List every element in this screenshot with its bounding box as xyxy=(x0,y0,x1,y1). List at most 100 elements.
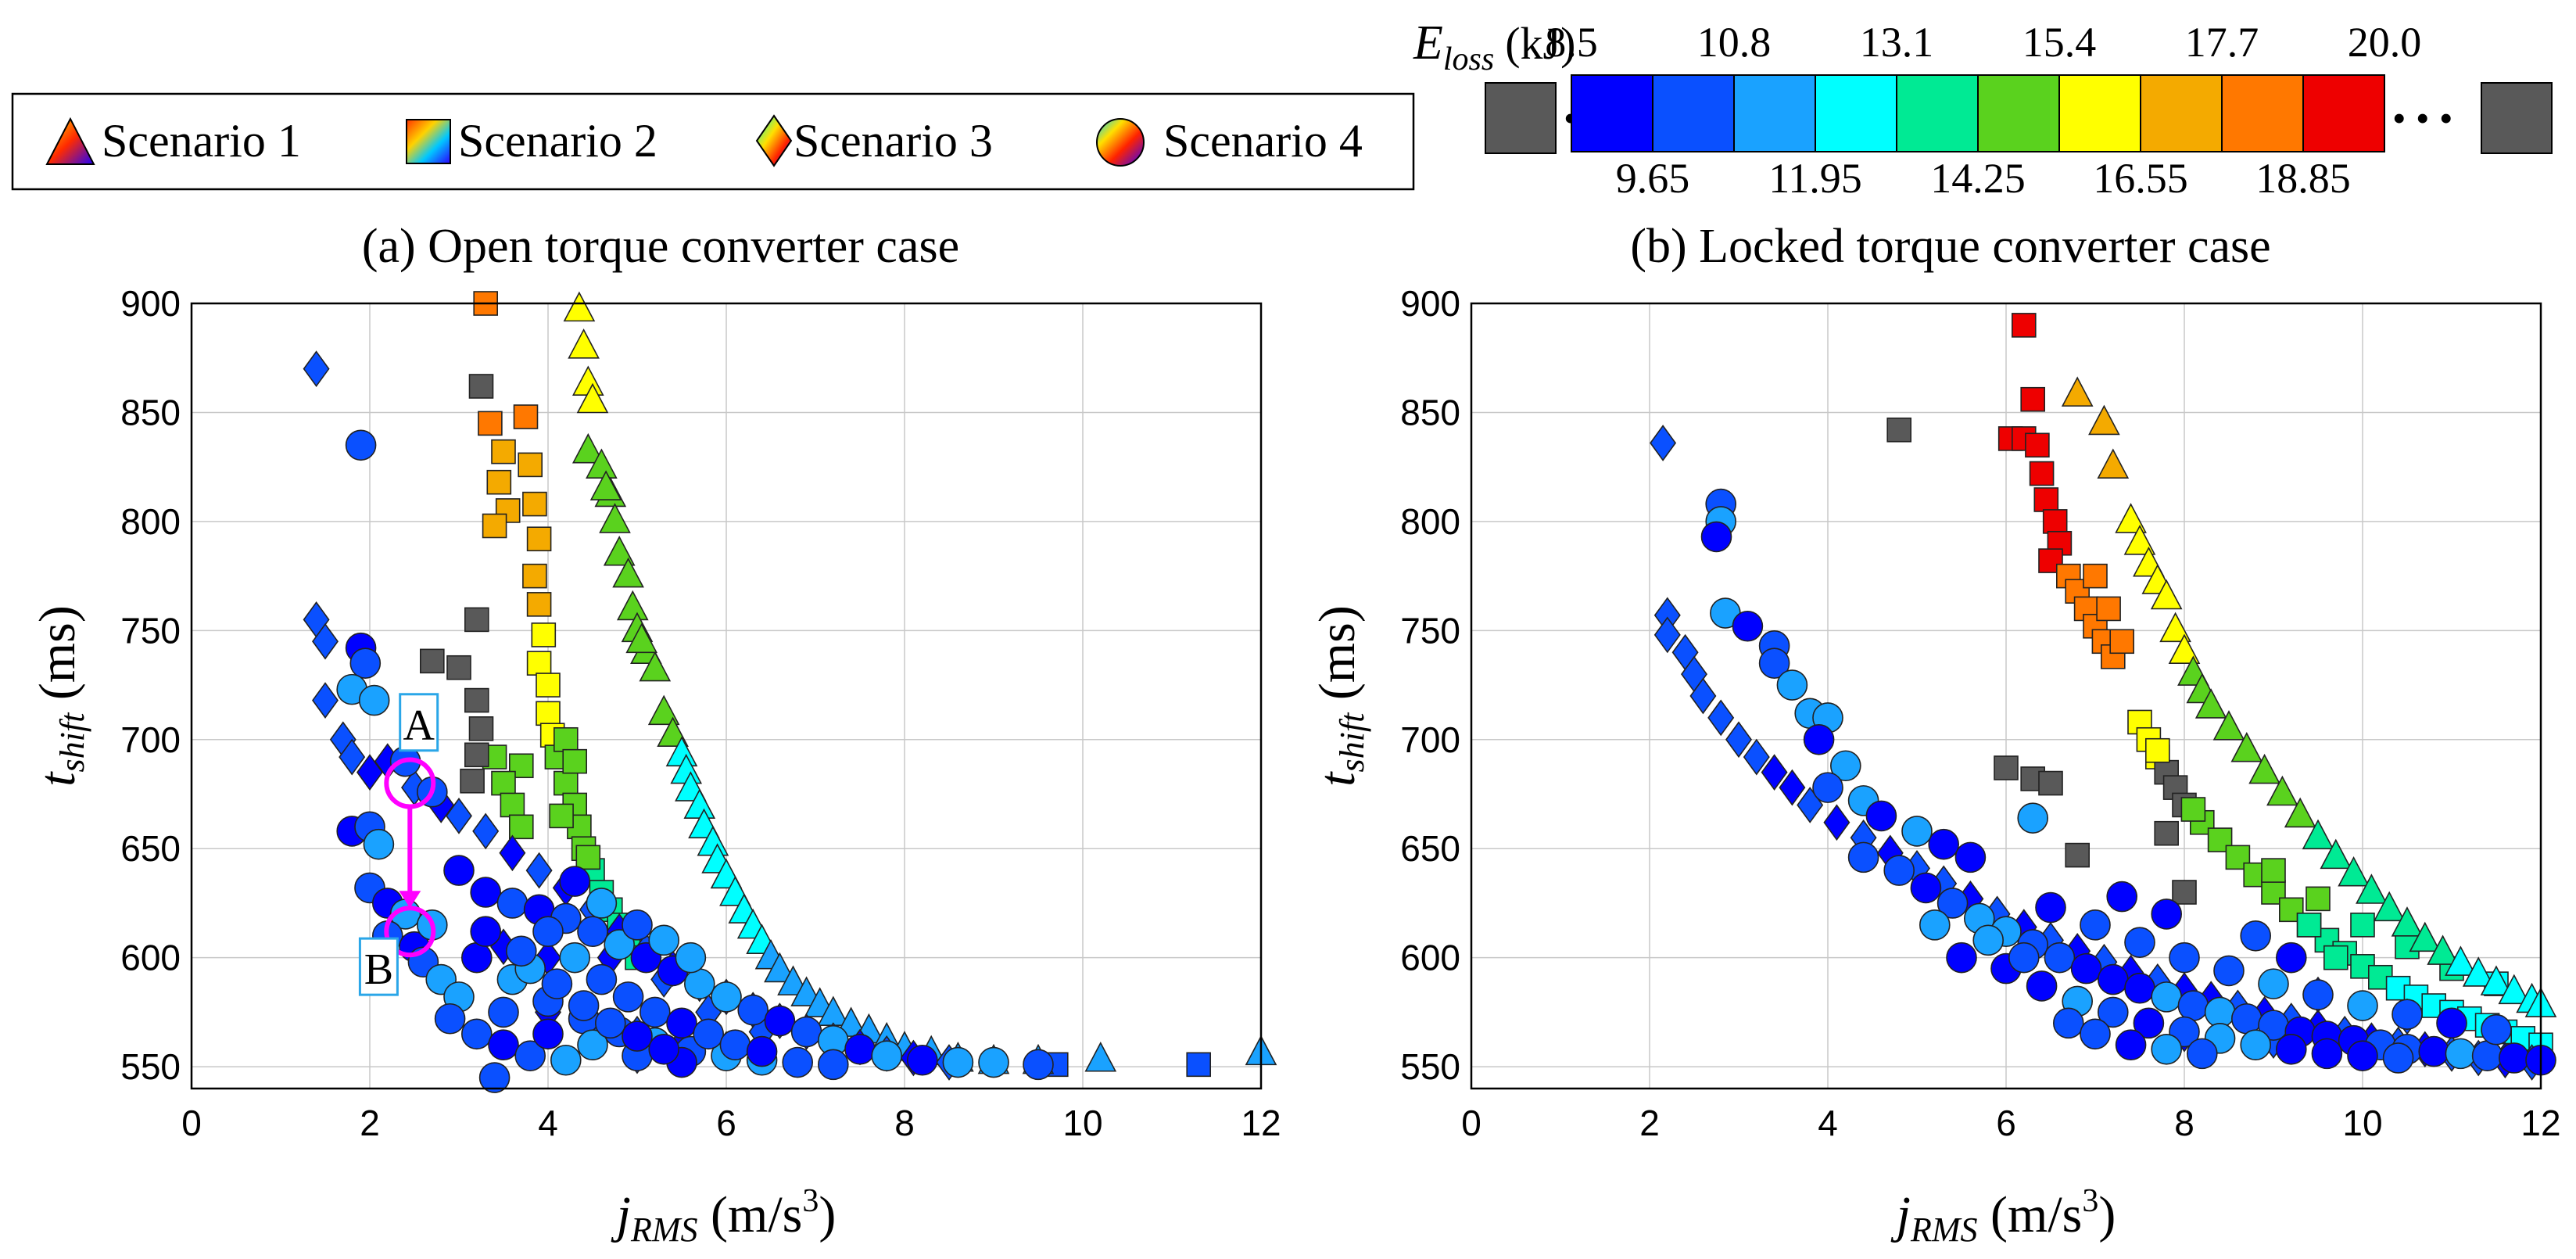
data-point-circle xyxy=(818,1049,849,1081)
data-point-diamond xyxy=(303,350,330,388)
data-point-triangle xyxy=(616,590,649,621)
data-point-circle xyxy=(2418,1035,2449,1067)
legend-box xyxy=(11,92,1415,191)
data-point-square xyxy=(526,526,552,552)
data-point-circle xyxy=(612,981,644,1013)
data-point-triangle xyxy=(2462,956,2495,987)
x-tick-label: 10 xyxy=(2342,1103,2382,1143)
data-point-square xyxy=(500,792,525,818)
colorbar-tick-label: 9.65 xyxy=(1616,155,1690,202)
legend-marker-circle xyxy=(1096,118,1145,167)
data-point-circle xyxy=(746,1035,778,1067)
legend-label-scenario-3: Scenario 3 xyxy=(794,115,993,167)
colorbar-cell xyxy=(1977,74,2060,152)
data-point-triangle xyxy=(2266,775,2298,806)
data-point-diamond xyxy=(472,812,500,850)
panel-open-converter: 0 2 4 6 8 10 12 550 600 650 700 750 800 850 900 (a) Ope… xyxy=(29,220,1281,1249)
data-point-diamond xyxy=(339,738,366,776)
data-point-square xyxy=(2096,596,2121,622)
data-point-circle xyxy=(2258,968,2289,999)
data-point-circle xyxy=(2124,972,2155,1004)
colorbar-tick-label: 17.7 xyxy=(2185,19,2259,66)
series-scenario-4 xyxy=(1700,488,2556,1076)
data-point-circle xyxy=(2070,952,2102,985)
data-point-circle xyxy=(532,916,564,947)
data-point-triangle xyxy=(2338,855,2370,887)
data-point-circle xyxy=(648,924,680,956)
plot-frame xyxy=(190,302,1263,1090)
data-point-triangle xyxy=(2150,579,2183,610)
x-tick-label: 4 xyxy=(538,1103,558,1143)
data-point-circle xyxy=(871,1040,902,1071)
data-point-diamond xyxy=(1743,738,1770,776)
data-point-diamond xyxy=(1650,425,1677,461)
x-tick-label: 8 xyxy=(894,1103,915,1143)
x-tick-label: 4 xyxy=(1818,1103,1838,1143)
data-point-triangle xyxy=(612,557,644,588)
legend-label-scenario-2: Scenario 2 xyxy=(458,115,657,167)
colorbar-cell xyxy=(1571,74,1653,152)
data-point-triangle xyxy=(599,503,631,533)
colorbar-tick-label: 15.4 xyxy=(2022,19,2097,66)
annotation-arrow-head xyxy=(399,891,421,909)
data-point-square xyxy=(513,404,539,429)
data-point-circle xyxy=(648,1034,680,1065)
x-tick-label: 2 xyxy=(1639,1103,1660,1143)
data-point-diamond xyxy=(499,834,526,872)
y-tick-label: 750 xyxy=(120,610,181,651)
data-point-circle xyxy=(666,1007,697,1039)
y-tick-label: 650 xyxy=(1400,828,1460,869)
colorbar-bottom-labels: 9.65 11.95 14.25 16.55 18.85 xyxy=(1616,155,2351,202)
data-point-triangle xyxy=(576,382,609,414)
data-point-circle xyxy=(1023,1049,1054,1081)
data-point-circle xyxy=(604,929,636,960)
data-point-triangle xyxy=(571,432,604,464)
annotation-box-a xyxy=(399,693,439,752)
legend-label-scenario-1: Scenario 1 xyxy=(102,115,301,167)
data-point-triangle xyxy=(1084,1042,1117,1072)
data-point-square xyxy=(522,563,547,589)
data-point-circle xyxy=(2124,927,2155,958)
data-point-circle xyxy=(2035,891,2066,924)
data-point-circle xyxy=(2213,955,2245,987)
data-point-circle xyxy=(2240,920,2271,952)
data-point-diamond xyxy=(1779,769,1806,806)
data-point-triangle xyxy=(568,328,600,359)
data-point-circle xyxy=(470,916,502,947)
data-point-circle xyxy=(1919,909,1951,941)
data-point-circle xyxy=(1946,942,1977,974)
data-point-triangle xyxy=(589,470,622,500)
series-scenario-2 xyxy=(419,291,1211,1078)
data-point-circle xyxy=(2080,909,2111,941)
data-point-circle xyxy=(496,888,528,919)
data-point-circle xyxy=(2240,1029,2271,1061)
data-point-circle xyxy=(2053,1007,2084,1039)
data-point-circle xyxy=(2098,963,2129,995)
data-point-circle xyxy=(358,684,390,716)
data-point-circle xyxy=(577,916,608,947)
data-point-circle xyxy=(790,1016,822,1048)
chart-title: (b) Locked torque converter case xyxy=(1630,220,2270,273)
data-point-circle xyxy=(2008,942,2040,974)
colorbar-tick-label: 10.8 xyxy=(1697,19,1772,66)
annotation-box-b xyxy=(358,937,399,996)
data-point-circle xyxy=(514,1040,546,1071)
data-point-square xyxy=(2350,913,2375,938)
data-point-triangle xyxy=(586,448,618,479)
data-point-triangle xyxy=(2445,945,2477,976)
data-point-circle xyxy=(586,963,618,995)
data-point-circle xyxy=(2391,999,2423,1030)
data-point-triangle xyxy=(2302,819,2334,850)
data-point-circle xyxy=(2151,1034,2182,1065)
colorbar-tick-label: 8.5 xyxy=(1545,19,1598,66)
data-point-square xyxy=(2038,770,2063,796)
data-point-square xyxy=(2083,563,2108,589)
x-axis-label: jRMS (m/s3) xyxy=(1890,1183,2116,1249)
data-point-circle xyxy=(978,1046,1009,1078)
data-point-circle xyxy=(363,828,395,860)
x-tick-label: 12 xyxy=(2520,1103,2560,1143)
data-point-square xyxy=(2180,797,2206,822)
data-point-square xyxy=(464,687,489,713)
data-point-triangle xyxy=(2320,838,2352,870)
data-point-circle xyxy=(550,1044,582,1076)
